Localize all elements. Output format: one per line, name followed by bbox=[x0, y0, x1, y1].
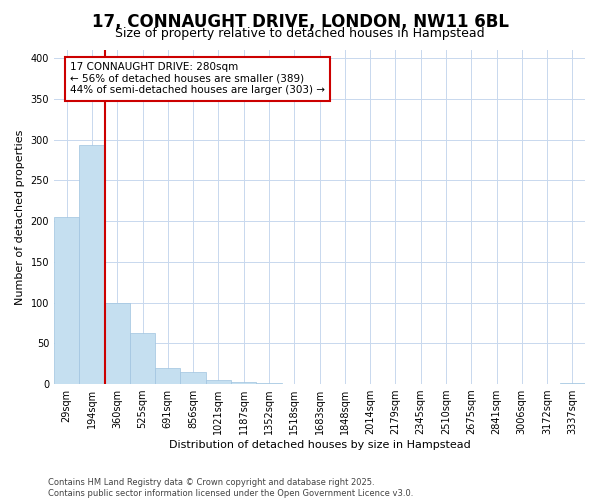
Bar bbox=[256, 383, 281, 384]
Y-axis label: Number of detached properties: Number of detached properties bbox=[15, 130, 25, 304]
Bar bbox=[560, 383, 585, 384]
Text: 17, CONNAUGHT DRIVE, LONDON, NW11 6BL: 17, CONNAUGHT DRIVE, LONDON, NW11 6BL bbox=[91, 12, 509, 30]
Text: Contains HM Land Registry data © Crown copyright and database right 2025.
Contai: Contains HM Land Registry data © Crown c… bbox=[48, 478, 413, 498]
Bar bbox=[79, 146, 104, 384]
Text: Size of property relative to detached houses in Hampstead: Size of property relative to detached ho… bbox=[115, 28, 485, 40]
Bar bbox=[231, 382, 256, 384]
Bar bbox=[104, 302, 130, 384]
Bar bbox=[54, 217, 79, 384]
Bar bbox=[181, 372, 206, 384]
Bar bbox=[206, 380, 231, 384]
X-axis label: Distribution of detached houses by size in Hampstead: Distribution of detached houses by size … bbox=[169, 440, 470, 450]
Bar bbox=[155, 368, 181, 384]
Bar bbox=[130, 334, 155, 384]
Text: 17 CONNAUGHT DRIVE: 280sqm
← 56% of detached houses are smaller (389)
44% of sem: 17 CONNAUGHT DRIVE: 280sqm ← 56% of deta… bbox=[70, 62, 325, 96]
